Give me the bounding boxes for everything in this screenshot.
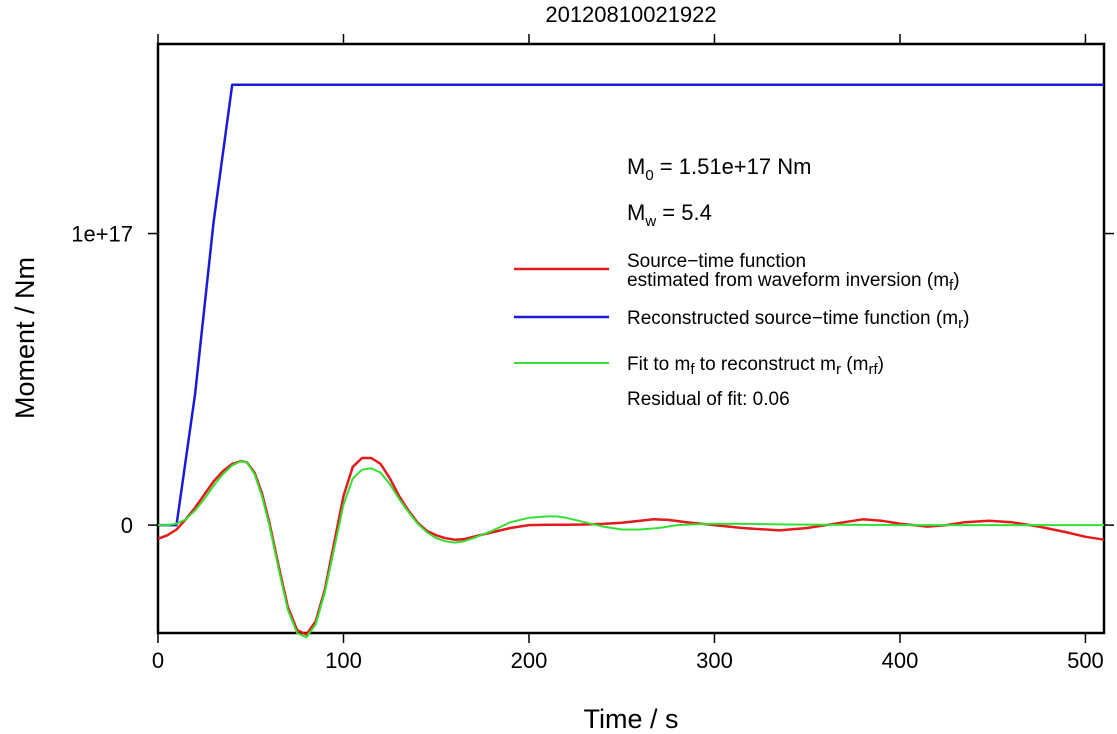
m0-value: = 1.51e+17 Nm — [654, 154, 812, 179]
legend-red-text: estimated from waveform inversion (m — [627, 270, 949, 291]
mw-subscript: w — [644, 213, 656, 230]
y-tick-label-0: 0 — [121, 513, 133, 538]
series-line-reconstructed — [158, 83, 1104, 527]
m0-annotation: M0 = 1.51e+17 Nm — [627, 154, 811, 184]
legend-label-red-line2: estimated from waveform inversion (mf) — [627, 270, 960, 294]
series-layer — [157, 83, 1105, 639]
annotations: M0 = 1.51e+17 Nm Mw = 5.4 — [627, 154, 811, 230]
y-tick-label-1: 1e+17 — [71, 222, 133, 247]
mw-annotation: Mw = 5.4 — [627, 200, 712, 230]
legend-blue-text: Reconstructed source−time function (m — [627, 308, 958, 329]
legend-label-green: Fit to mf to reconstruct mr (mrf) — [627, 354, 884, 378]
legend-red-suffix: ) — [953, 270, 959, 291]
x-tick-label-3: 300 — [696, 648, 733, 673]
y-axis-title: Moment / Nm — [10, 257, 40, 419]
legend-green-suffix: ) — [878, 354, 884, 375]
m0-subscript: 0 — [645, 167, 653, 184]
x-tick-label-2: 200 — [511, 648, 548, 673]
residual-label: Residual of fit: 0.06 — [627, 389, 790, 410]
chart-title: 20120810021922 — [545, 2, 716, 27]
legend-green-sub3: rf — [868, 361, 878, 378]
legend-green-mid: to reconstruct m — [695, 354, 837, 375]
x-tick-label-5: 500 — [1067, 648, 1104, 673]
legend-green-sub1: f — [690, 361, 695, 378]
x-axis-title: Time / s — [583, 704, 678, 734]
mw-value: = 5.4 — [656, 200, 712, 225]
legend-green-sub2: r — [836, 361, 841, 378]
series-line-fit — [158, 460, 1104, 639]
x-tick-label-0: 0 — [152, 648, 164, 673]
legend-blue-suffix: ) — [963, 308, 969, 329]
m0-prefix: M — [627, 154, 645, 179]
legend-green-text: Fit to m — [627, 354, 690, 375]
legend-red-sub: f — [949, 277, 954, 294]
x-tick-label-4: 400 — [882, 648, 919, 673]
legend: Source−time function estimated from wave… — [514, 251, 969, 410]
legend-blue-sub: r — [958, 315, 963, 332]
x-tick-label-1: 100 — [325, 648, 362, 673]
legend-label-red-line1: Source−time function — [627, 251, 806, 272]
legend-label-blue: Reconstructed source−time function (mr) — [627, 308, 969, 332]
axis-ticks: 0 100 200 300 400 500 0 1e+17 — [71, 34, 1114, 673]
series-line-estimated — [157, 456, 1105, 636]
mw-prefix: M — [627, 200, 645, 225]
legend-green-mid2: (m — [841, 354, 868, 375]
plot-frame — [156, 42, 1106, 635]
